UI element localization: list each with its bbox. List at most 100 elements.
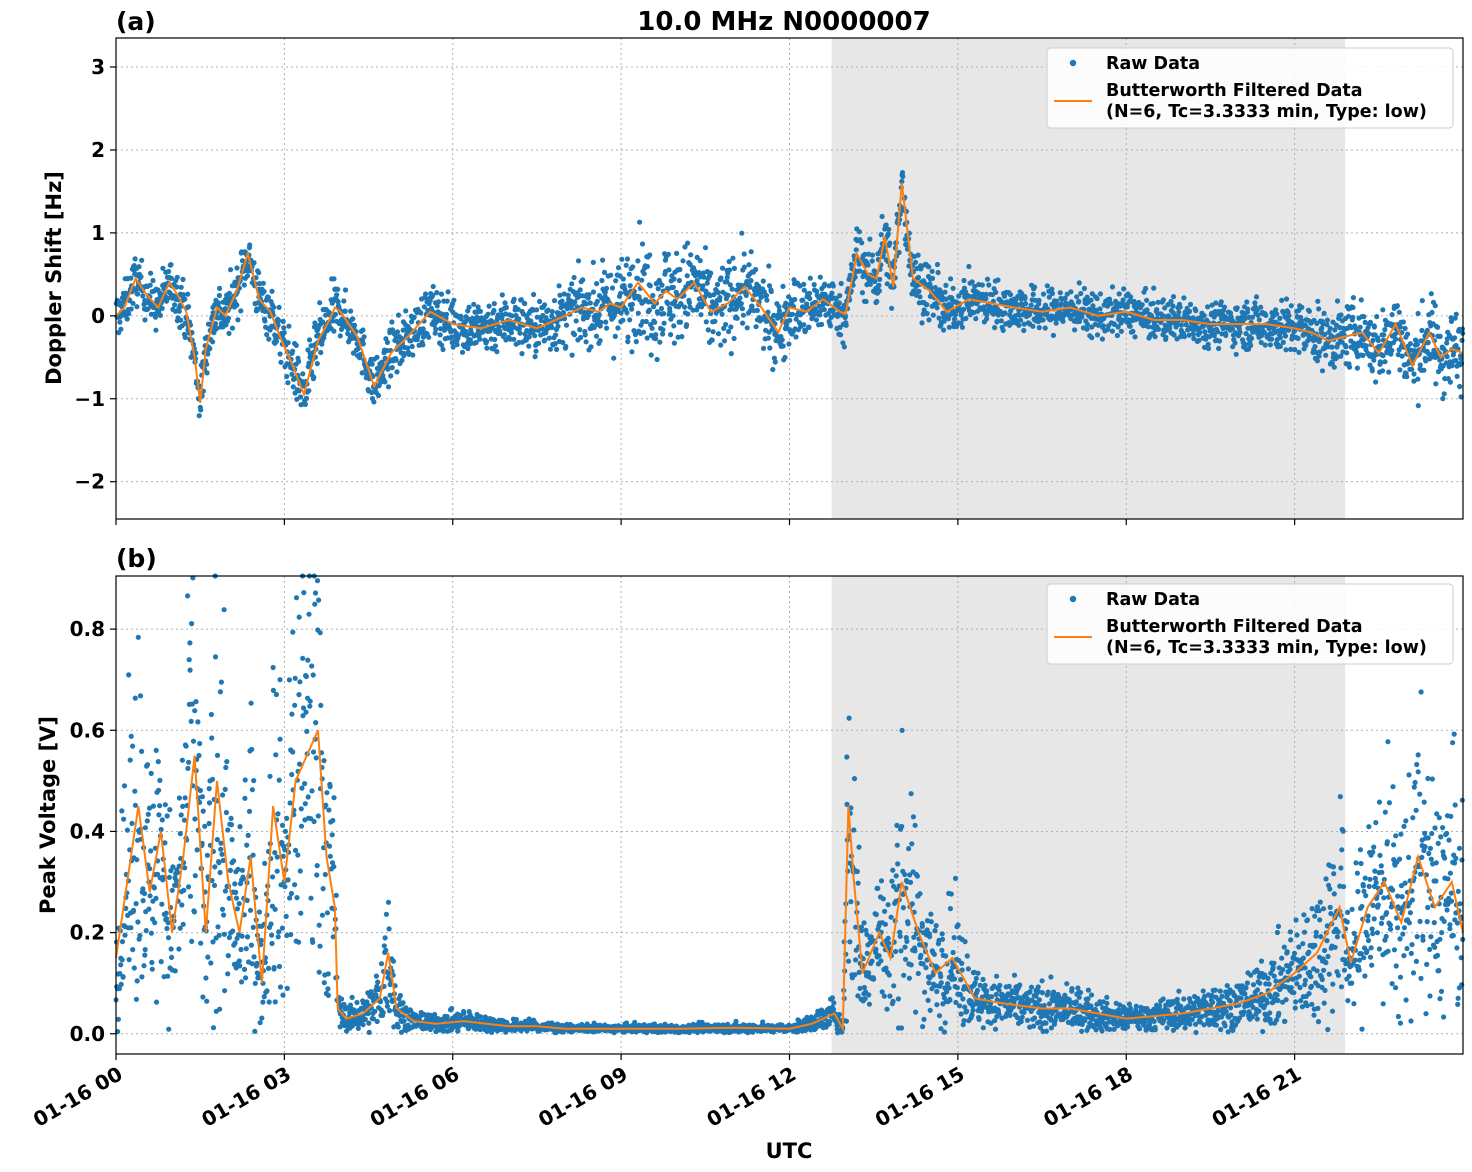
raw-data-point (1094, 332, 1101, 338)
raw-data-point (200, 808, 206, 814)
raw-data-point (885, 231, 891, 237)
raw-data-point (1409, 366, 1415, 372)
raw-data-point (718, 275, 724, 281)
raw-data-point (338, 326, 345, 332)
raw-data-point (604, 325, 610, 331)
raw-data-point (387, 1008, 393, 1014)
raw-data-point (239, 258, 246, 264)
raw-data-point (502, 311, 509, 317)
raw-data-point (577, 287, 583, 293)
raw-data-point (739, 306, 746, 312)
raw-data-point (165, 295, 171, 301)
raw-data-point (405, 345, 411, 351)
raw-data-point (1407, 341, 1413, 347)
raw-data-point (176, 946, 182, 952)
raw-data-point (272, 906, 278, 912)
raw-data-point (998, 318, 1004, 324)
raw-data-point (313, 755, 319, 761)
raw-data-point (280, 318, 286, 324)
raw-data-point (238, 308, 244, 314)
raw-data-point (222, 888, 228, 894)
raw-data-point (384, 339, 390, 345)
raw-data-point (671, 276, 677, 282)
raw-data-point (800, 297, 806, 303)
raw-data-point (772, 359, 778, 365)
raw-data-point (121, 816, 127, 822)
raw-data-point (165, 935, 172, 941)
raw-data-point (611, 355, 617, 361)
raw-data-point (185, 291, 191, 297)
raw-data-point (1314, 358, 1320, 364)
raw-data-point (1393, 336, 1399, 342)
raw-data-point (1249, 335, 1255, 341)
raw-data-point (1354, 365, 1360, 371)
raw-data-point (780, 343, 786, 349)
raw-data-point (262, 860, 268, 867)
raw-data-point (475, 304, 481, 310)
raw-data-point (876, 282, 882, 288)
raw-data-point (702, 245, 709, 251)
raw-data-point (680, 258, 686, 264)
raw-data-point (119, 957, 125, 963)
raw-data-point (587, 300, 593, 306)
raw-data-point (394, 329, 401, 335)
raw-data-point (934, 261, 941, 268)
raw-data-point (172, 302, 178, 308)
raw-data-point (117, 319, 123, 325)
raw-data-point (134, 304, 140, 310)
raw-data-point (173, 878, 179, 884)
raw-data-point (484, 345, 490, 351)
raw-data-point (1299, 304, 1305, 310)
raw-data-point (1366, 331, 1372, 337)
raw-data-point (491, 307, 497, 314)
raw-data-point (629, 301, 636, 307)
raw-data-point (237, 963, 243, 969)
raw-data-point (1007, 292, 1014, 298)
raw-data-point (296, 388, 302, 394)
raw-data-point (430, 283, 436, 290)
raw-data-point (1419, 298, 1425, 304)
raw-data-point (473, 339, 479, 346)
raw-data-point (830, 283, 836, 289)
raw-data-point (226, 934, 232, 941)
raw-data-point (1441, 391, 1447, 397)
raw-data-point (403, 308, 409, 314)
raw-data-point (318, 349, 324, 356)
raw-data-point (135, 919, 141, 925)
raw-data-point (276, 318, 282, 324)
raw-data-point (251, 778, 257, 784)
raw-data-point (334, 292, 340, 298)
raw-data-point (264, 332, 270, 338)
raw-data-point (516, 326, 523, 332)
raw-data-point (1089, 335, 1095, 341)
raw-data-point (648, 352, 654, 358)
raw-data-point (178, 317, 184, 323)
raw-data-point (300, 655, 306, 661)
raw-data-point (261, 288, 267, 295)
raw-data-point (1245, 306, 1251, 312)
raw-data-point (561, 291, 567, 297)
raw-data-point (192, 873, 198, 879)
raw-data-point (147, 866, 153, 872)
raw-data-point (408, 338, 414, 344)
raw-data-point (1097, 306, 1103, 312)
raw-data-point (290, 348, 296, 354)
raw-data-point (276, 304, 282, 310)
raw-data-point (186, 657, 192, 663)
raw-data-point (485, 311, 491, 317)
raw-data-point (219, 851, 225, 857)
raw-data-point (1000, 327, 1006, 333)
raw-data-point (1454, 373, 1460, 379)
raw-data-point (837, 293, 843, 299)
raw-data-point (313, 720, 319, 726)
raw-data-point (296, 692, 302, 698)
raw-data-point (721, 325, 727, 331)
raw-data-point (1277, 315, 1283, 321)
raw-data-point (1346, 364, 1353, 370)
raw-data-point (187, 893, 194, 899)
raw-data-point (327, 853, 333, 859)
raw-data-point (326, 843, 333, 849)
raw-data-point (624, 256, 631, 262)
raw-data-point (437, 332, 443, 338)
raw-data-point (475, 328, 481, 334)
